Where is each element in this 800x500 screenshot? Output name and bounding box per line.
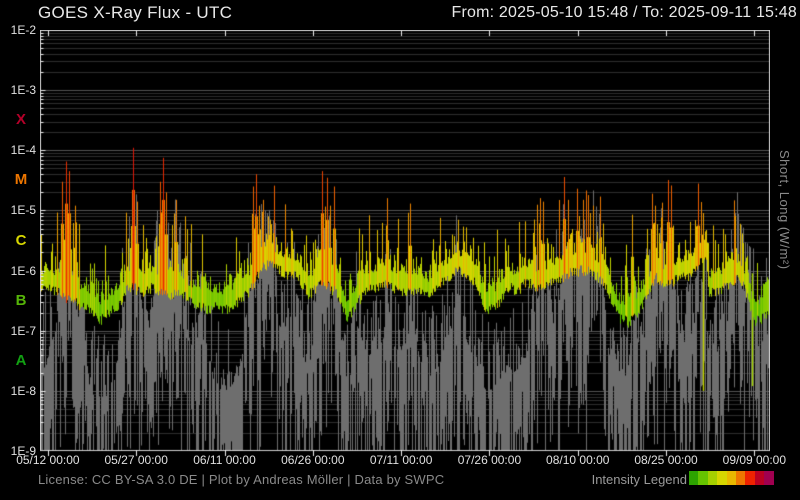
- legend-swatch: [735, 471, 746, 485]
- y-axis-unit-label: Short, Long (W/m²): [777, 150, 792, 270]
- legend-swatch: [726, 471, 736, 485]
- y-tick-label: 1E-5: [10, 203, 36, 218]
- class-label-A: A: [15, 351, 27, 369]
- x-tick-label: 05/27 00:00: [104, 453, 168, 467]
- class-label-X: X: [15, 111, 26, 129]
- page-title: GOES X-Ray Flux - UTC: [38, 3, 233, 22]
- y-tick-label: 1E-4: [10, 143, 36, 158]
- legend-swatch: [707, 471, 718, 485]
- y-tick-label: 1E-6: [10, 263, 36, 278]
- legend-swatch: [745, 471, 755, 485]
- class-label-M: M: [14, 171, 28, 189]
- class-label-C: C: [15, 231, 27, 249]
- intensity-legend-label: Intensity Legend: [591, 472, 687, 487]
- x-tick-label: 06/11 00:00: [193, 453, 256, 467]
- time-range-label: From: 2025-05-10 15:48 / To: 2025-09-11 …: [451, 4, 797, 21]
- x-tick-label: 08/25 00:00: [634, 453, 698, 467]
- x-tick-label: 09/09 00:00: [722, 453, 787, 467]
- x-tick-label: 07/11 00:00: [369, 453, 433, 467]
- x-tick-label: 08/10 00:00: [546, 453, 610, 467]
- y-tick-label: 1E-7: [10, 323, 36, 338]
- class-label-B: B: [15, 291, 27, 309]
- x-tick-label: 06/26 00:00: [281, 453, 345, 467]
- legend-swatch: [698, 471, 708, 485]
- legend-swatch: [764, 471, 774, 485]
- x-tick-label: 07/26 00:00: [457, 453, 522, 467]
- y-tick-label: 1E-8: [10, 383, 36, 398]
- flux-chart-canvas: [40, 30, 770, 458]
- legend-swatch: [754, 471, 765, 485]
- y-tick-label: 1E-9: [10, 444, 36, 458]
- license-text: License: CC BY-SA 3.0 DE | Plot by Andre…: [38, 472, 445, 487]
- legend-swatch: [717, 471, 727, 485]
- y-tick-label: 1E-2: [10, 23, 36, 37]
- legend-swatch: [689, 471, 699, 485]
- x-tick-label: 05/12 00:00: [16, 453, 80, 467]
- intensity-legend-bar: [689, 471, 774, 485]
- y-tick-label: 1E-3: [10, 83, 36, 98]
